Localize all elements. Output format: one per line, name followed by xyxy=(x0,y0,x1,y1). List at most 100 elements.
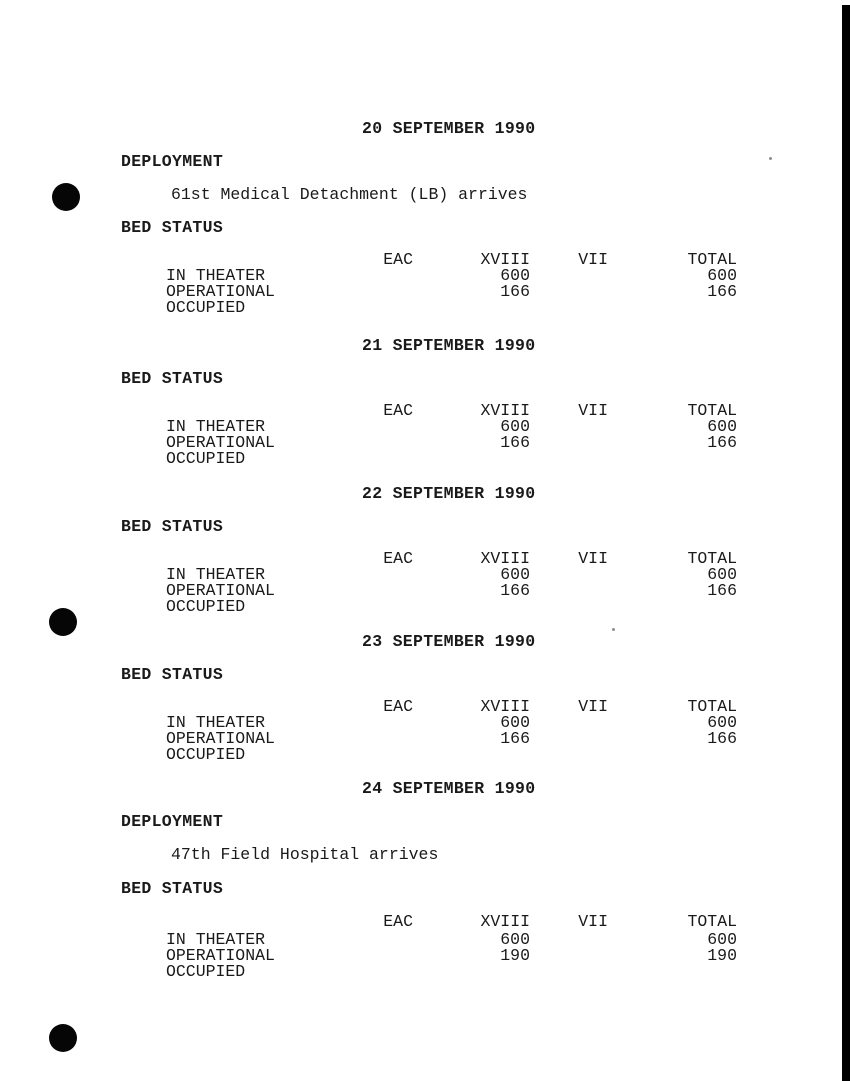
table-row-occupied: OCCUPIED xyxy=(166,963,737,980)
table-row-occupied: OCCUPIED xyxy=(166,598,737,615)
bed-status-column-headers: EAC XVIII VII TOTAL xyxy=(166,251,737,268)
cell-eac xyxy=(325,963,413,980)
cell-total: 600 xyxy=(707,713,737,732)
row-label: IN THEATER xyxy=(166,713,266,732)
bed-status-heading: BED STATUS xyxy=(121,665,224,684)
cell-vii xyxy=(530,299,608,316)
bed-status-heading: BED STATUS xyxy=(121,517,224,536)
cell-xviii: 600 xyxy=(500,713,530,732)
table-row-in-theater: IN THEATER 600 600 xyxy=(166,566,737,583)
date-heading: 21 SEPTEMBER 1990 xyxy=(362,336,536,355)
cell-total xyxy=(608,450,737,467)
table-row-occupied: OCCUPIED xyxy=(166,450,737,467)
cell-total: 166 xyxy=(707,282,737,301)
row-label: IN THEATER xyxy=(166,266,266,285)
hole-punch-dot xyxy=(49,1024,77,1052)
cell-vii xyxy=(530,267,608,284)
table-row-operational: OPERATIONAL 166 166 xyxy=(166,582,737,599)
column-header-xviii: XVIII xyxy=(480,549,530,568)
cell-eac xyxy=(325,434,413,451)
column-header-eac: EAC xyxy=(383,549,413,568)
cell-total: 166 xyxy=(707,581,737,600)
cell-eac xyxy=(325,283,413,300)
row-label: OCCUPIED xyxy=(166,745,246,764)
bed-status-column-headers: EAC XVIII VII TOTAL xyxy=(166,402,737,419)
column-header-total: TOTAL xyxy=(687,912,737,931)
column-header-xviii: XVIII xyxy=(480,912,530,931)
row-label: OCCUPIED xyxy=(166,597,246,616)
column-header-vii: VII xyxy=(578,549,608,568)
cell-xviii: 600 xyxy=(500,565,530,584)
column-header-total: TOTAL xyxy=(687,697,737,716)
cell-total: 600 xyxy=(707,266,737,285)
cell-eac xyxy=(325,566,413,583)
bed-status-heading: BED STATUS xyxy=(121,879,224,898)
row-label: OPERATIONAL xyxy=(166,282,275,301)
bed-status-column-headers: EAC XVIII VII TOTAL xyxy=(166,913,737,930)
table-row-operational: OPERATIONAL 166 166 xyxy=(166,283,737,300)
cell-xviii: 600 xyxy=(500,266,530,285)
cell-eac xyxy=(325,931,413,948)
cell-xviii xyxy=(413,450,530,467)
cell-vii xyxy=(530,450,608,467)
cell-eac xyxy=(325,714,413,731)
cell-total: 166 xyxy=(707,729,737,748)
cell-total: 190 xyxy=(707,946,737,965)
table-row-occupied: OCCUPIED xyxy=(166,299,737,316)
cell-vii xyxy=(530,434,608,451)
column-header-eac: EAC xyxy=(383,912,413,931)
cell-vii xyxy=(530,931,608,948)
row-label: IN THEATER xyxy=(166,565,266,584)
row-label: OCCUPIED xyxy=(166,962,246,981)
cell-xviii: 166 xyxy=(500,729,530,748)
cell-total xyxy=(608,746,737,763)
cell-eac xyxy=(325,299,413,316)
cell-vii xyxy=(530,582,608,599)
table-row-in-theater: IN THEATER 600 600 xyxy=(166,418,737,435)
scan-speck xyxy=(769,157,772,160)
bed-status-heading: BED STATUS xyxy=(121,218,224,237)
cell-eac xyxy=(325,947,413,964)
column-header-vii: VII xyxy=(578,250,608,269)
column-header-xviii: XVIII xyxy=(480,401,530,420)
scan-speck xyxy=(612,628,615,631)
cell-eac xyxy=(325,746,413,763)
bed-status-column-headers: EAC XVIII VII TOTAL xyxy=(166,550,737,567)
date-heading: 24 SEPTEMBER 1990 xyxy=(362,779,536,798)
row-label: OPERATIONAL xyxy=(166,581,275,600)
column-header-spacer xyxy=(166,913,325,930)
cell-vii xyxy=(530,963,608,980)
table-row-operational: OPERATIONAL 166 166 xyxy=(166,434,737,451)
cell-total xyxy=(608,963,737,980)
cell-eac xyxy=(325,418,413,435)
row-label: OPERATIONAL xyxy=(166,729,275,748)
deployment-heading: DEPLOYMENT xyxy=(121,152,224,171)
cell-vii xyxy=(530,746,608,763)
table-row-operational: OPERATIONAL 166 166 xyxy=(166,730,737,747)
column-header-xviii: XVIII xyxy=(480,697,530,716)
cell-xviii xyxy=(413,299,530,316)
table-row-in-theater: IN THEATER 600 600 xyxy=(166,931,737,948)
cell-total: 600 xyxy=(707,565,737,584)
cell-xviii: 166 xyxy=(500,581,530,600)
table-row-in-theater: IN THEATER 600 600 xyxy=(166,714,737,731)
cell-total: 166 xyxy=(707,433,737,452)
cell-vii xyxy=(530,418,608,435)
column-header-vii: VII xyxy=(578,697,608,716)
bed-status-column-headers: EAC XVIII VII TOTAL xyxy=(166,698,737,715)
column-header-eac: EAC xyxy=(383,401,413,420)
cell-xviii xyxy=(413,598,530,615)
deployment-heading: DEPLOYMENT xyxy=(121,812,224,831)
cell-eac xyxy=(325,450,413,467)
date-heading: 20 SEPTEMBER 1990 xyxy=(362,119,536,138)
cell-total: 600 xyxy=(707,417,737,436)
cell-vii xyxy=(530,714,608,731)
deployment-entry: 61st Medical Detachment (LB) arrives xyxy=(171,185,528,204)
column-header-eac: EAC xyxy=(383,697,413,716)
cell-vii xyxy=(530,730,608,747)
column-header-total: TOTAL xyxy=(687,401,737,420)
cell-eac xyxy=(325,582,413,599)
cell-vii xyxy=(530,947,608,964)
table-row-occupied: OCCUPIED xyxy=(166,746,737,763)
